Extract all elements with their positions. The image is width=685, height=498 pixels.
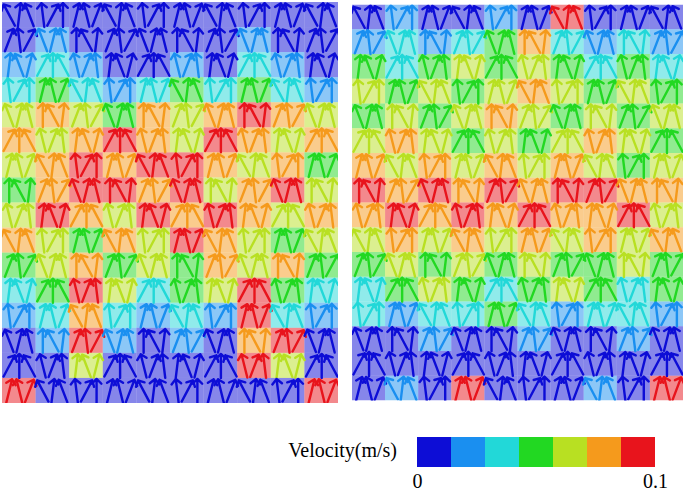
html-text:Velocity(m/s): Velocity(m/s) xyxy=(288,439,397,461)
svg-text:0.1: 0.1 xyxy=(643,470,668,492)
svg-text:0: 0 xyxy=(413,470,423,492)
